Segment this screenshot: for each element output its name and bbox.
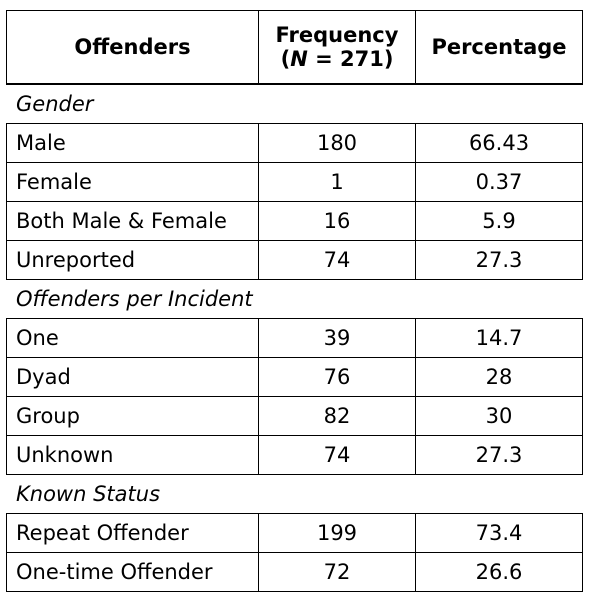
header-offenders: Offenders bbox=[6, 10, 259, 85]
row-percentage: 27.3 bbox=[415, 240, 583, 280]
row-percentage: 30 bbox=[415, 396, 583, 436]
row-label: Group bbox=[6, 396, 259, 436]
row-percentage: 27.3 bbox=[415, 435, 583, 475]
header-frequency-label: Frequency bbox=[275, 23, 399, 47]
row-label: One-time Offender bbox=[6, 552, 259, 592]
row-frequency: 74 bbox=[258, 435, 416, 475]
row-percentage: 26.6 bbox=[415, 552, 583, 592]
row-label: Male bbox=[6, 123, 259, 163]
table-row: Female 1 0.37 bbox=[6, 162, 583, 202]
header-frequency-n: N bbox=[290, 47, 308, 71]
header-frequency-rest: = 271) bbox=[307, 47, 394, 71]
header-row: Offenders Frequency (N = 271) Percentage bbox=[6, 10, 583, 85]
row-percentage: 5.9 bbox=[415, 201, 583, 241]
table-row: One 39 14.7 bbox=[6, 318, 583, 358]
row-label: Both Male & Female bbox=[6, 201, 259, 241]
row-label: Dyad bbox=[6, 357, 259, 397]
section-title: Offenders per Incident bbox=[6, 279, 583, 319]
row-frequency: 16 bbox=[258, 201, 416, 241]
table-row: One-time Offender 72 26.6 bbox=[6, 552, 583, 592]
table-row: Unknown 74 27.3 bbox=[6, 435, 583, 475]
table-row: Unreported 74 27.3 bbox=[6, 240, 583, 280]
section-title: Known Status bbox=[6, 474, 583, 514]
section-row-gender: Gender bbox=[6, 83, 583, 124]
section-title: Gender bbox=[6, 83, 583, 124]
table-row: Male 180 66.43 bbox=[6, 123, 583, 163]
header-frequency: Frequency (N = 271) bbox=[258, 10, 416, 85]
header-percentage: Percentage bbox=[415, 10, 583, 85]
table-row: Group 82 30 bbox=[6, 396, 583, 436]
table-row: Both Male & Female 16 5.9 bbox=[6, 201, 583, 241]
row-percentage: 73.4 bbox=[415, 513, 583, 553]
row-percentage: 28 bbox=[415, 357, 583, 397]
row-frequency: 199 bbox=[258, 513, 416, 553]
table-row: Dyad 76 28 bbox=[6, 357, 583, 397]
row-frequency: 82 bbox=[258, 396, 416, 436]
row-frequency: 39 bbox=[258, 318, 416, 358]
row-frequency: 180 bbox=[258, 123, 416, 163]
row-frequency: 1 bbox=[258, 162, 416, 202]
section-row-offenders-per-incident: Offenders per Incident bbox=[6, 279, 583, 319]
row-label: Unreported bbox=[6, 240, 259, 280]
row-percentage: 0.37 bbox=[415, 162, 583, 202]
row-label: Female bbox=[6, 162, 259, 202]
row-label: Unknown bbox=[6, 435, 259, 475]
header-frequency-open: ( bbox=[280, 47, 291, 71]
row-label: One bbox=[6, 318, 259, 358]
row-frequency: 74 bbox=[258, 240, 416, 280]
row-frequency: 76 bbox=[258, 357, 416, 397]
row-frequency: 72 bbox=[258, 552, 416, 592]
offenders-table: Offenders Frequency (N = 271) Percentage… bbox=[6, 10, 583, 592]
section-row-known-status: Known Status bbox=[6, 474, 583, 514]
row-percentage: 14.7 bbox=[415, 318, 583, 358]
table-row: Repeat Offender 199 73.4 bbox=[6, 513, 583, 553]
row-label: Repeat Offender bbox=[6, 513, 259, 553]
row-percentage: 66.43 bbox=[415, 123, 583, 163]
